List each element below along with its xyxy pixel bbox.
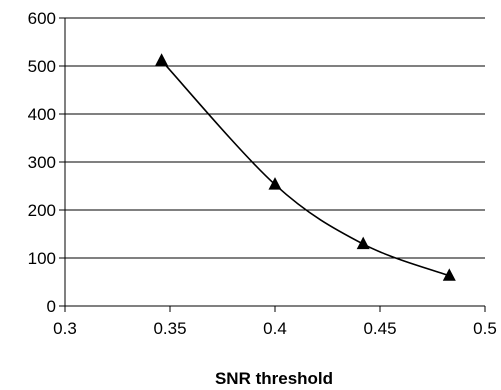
x-tick-label: 0.5 bbox=[473, 319, 497, 338]
y-tick-label: 300 bbox=[28, 153, 56, 172]
y-tick-label: 400 bbox=[28, 105, 56, 124]
x-tick-label: 0.45 bbox=[363, 319, 396, 338]
y-tick-label: 0 bbox=[47, 297, 56, 316]
x-tick-label: 0.4 bbox=[263, 319, 287, 338]
y-tick-label: 200 bbox=[28, 201, 56, 220]
data-point-marker bbox=[442, 268, 456, 281]
data-series bbox=[155, 53, 456, 281]
data-point-marker bbox=[356, 236, 370, 250]
x-axis-title: SNR threshold bbox=[215, 369, 333, 388]
x-tick-label: 0.3 bbox=[53, 319, 77, 338]
y-tick-label: 600 bbox=[28, 9, 56, 28]
y-tick-label: 100 bbox=[28, 249, 56, 268]
y-tick-labels: 0 100 200 300 400 500 600 bbox=[28, 9, 56, 316]
x-tick-label: 0.35 bbox=[153, 319, 186, 338]
data-point-marker bbox=[268, 177, 282, 190]
series-line bbox=[161, 60, 450, 277]
data-point-marker bbox=[155, 53, 169, 66]
x-tick-labels: 0.3 0.35 0.4 0.45 0.5 bbox=[53, 319, 497, 338]
y-tick-label: 500 bbox=[28, 57, 56, 76]
axes bbox=[59, 17, 486, 312]
horizontal-gridlines bbox=[65, 17, 485, 259]
